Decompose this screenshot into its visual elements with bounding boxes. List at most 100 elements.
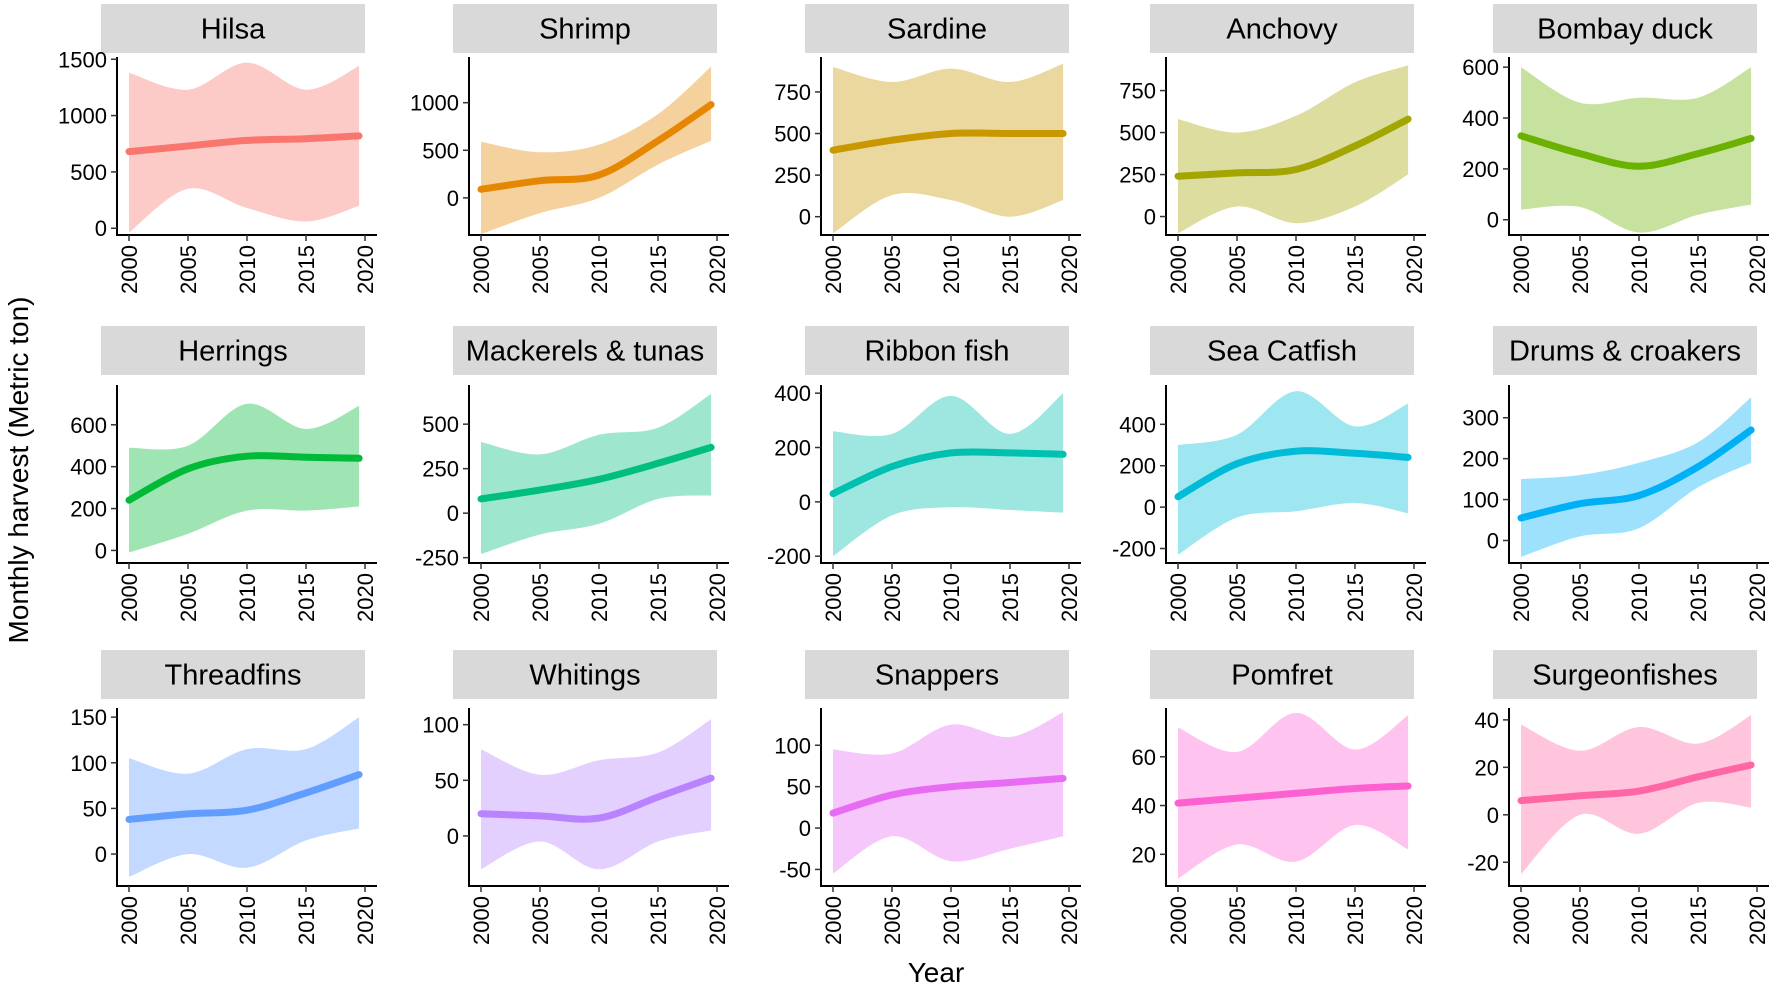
x-tick-label: 2000 [821, 245, 846, 294]
y-tick-label: 40 [1132, 794, 1156, 819]
facet-strip [453, 326, 717, 375]
facet-strip [1150, 650, 1414, 699]
panel-drums-croakers: Drums & croakers 0 100 200 300 2000 2005 2010 20… [1462, 326, 1770, 622]
facet-strip [805, 650, 1069, 699]
y-tick-label: 20 [1132, 842, 1156, 867]
facet-strip [101, 4, 365, 53]
y-tick-label: 200 [774, 436, 811, 461]
x-tick-label: 2020 [1057, 896, 1082, 945]
confidence-band [1178, 391, 1409, 555]
y-tick-label: 750 [1119, 79, 1156, 104]
trend-line [829, 129, 1067, 154]
y-tick-label: 600 [70, 413, 107, 438]
y-tick-label: 20 [1475, 755, 1499, 780]
panel-sea-catfish: Sea Catfish -200 0 200 400 2000 2005 2010 2015 20… [1112, 326, 1427, 622]
trend-line [477, 443, 715, 503]
x-tick-label: 2010 [1284, 896, 1309, 945]
facet-title: Sea Catfish [1207, 336, 1357, 368]
facet-title: Herrings [178, 336, 288, 368]
x-tick-label: 2000 [1166, 573, 1191, 622]
facet-title: Threadfins [164, 660, 301, 692]
confidence-band [833, 63, 1064, 234]
x-tick-label: 2000 [1509, 573, 1534, 622]
y-tick-label: 0 [1487, 208, 1499, 233]
y-tick-label: -20 [1467, 850, 1499, 875]
x-tick-label: 2010 [1627, 245, 1652, 294]
x-tick-label: 2010 [1627, 573, 1652, 622]
x-tick-label: 2005 [1568, 573, 1593, 622]
y-tick-label: -200 [1112, 537, 1156, 562]
confidence-band [1178, 65, 1409, 234]
x-tick-label: 2015 [1343, 896, 1368, 945]
facet-strip [805, 4, 1069, 53]
panel-mackerels-tunas: Mackerels & tunas -250 0 250 500 2000 2005 2010… [415, 326, 730, 622]
x-tick-label: 2015 [646, 245, 671, 294]
y-tick-label: 0 [1487, 528, 1499, 553]
facet-title: Anchovy [1226, 14, 1338, 46]
facet-title: Mackerels & tunas [466, 336, 705, 368]
panel-herrings: Herrings 0 200 400 600 2000 2005 2010 2015 2020 [70, 326, 378, 622]
facet-strip [453, 4, 717, 53]
trend-line [1174, 115, 1412, 180]
trend-line [477, 774, 715, 823]
facet-title: Sardine [887, 14, 987, 46]
x-axis-title: Year [908, 957, 965, 988]
y-axis-title: Monthly harvest (Metric ton) [3, 297, 34, 644]
confidence-band [129, 403, 360, 553]
x-tick-label: 2000 [117, 573, 142, 622]
y-tick-label: 0 [1144, 495, 1156, 520]
x-tick-label: 2005 [880, 896, 905, 945]
x-tick-label: 2020 [1402, 896, 1427, 945]
x-tick-label: 2000 [117, 896, 142, 945]
y-tick-label: 0 [1144, 205, 1156, 230]
x-tick-label: 2005 [880, 573, 905, 622]
y-tick-label: 0 [95, 842, 107, 867]
y-tick-label: 200 [1462, 447, 1499, 472]
x-tick-label: 2000 [1509, 896, 1534, 945]
y-tick-label: 200 [1462, 157, 1499, 182]
facet-strip [1493, 650, 1757, 699]
y-tick-label: 400 [1462, 106, 1499, 131]
x-tick-label: 2005 [1225, 573, 1250, 622]
y-tick-label: 500 [70, 160, 107, 185]
y-tick-label: 100 [1462, 488, 1499, 513]
y-tick-label: 50 [435, 768, 459, 793]
facet-title: Drums & croakers [1509, 336, 1741, 368]
y-tick-label: 0 [95, 216, 107, 241]
x-tick-label: 2010 [587, 245, 612, 294]
x-tick-label: 2015 [294, 896, 319, 945]
x-tick-label: 2020 [1745, 896, 1770, 945]
facet-strip [1493, 326, 1757, 375]
y-tick-label: 0 [447, 501, 459, 526]
y-tick-label: 0 [447, 824, 459, 849]
x-tick-label: 2010 [1284, 573, 1309, 622]
y-tick-label: 50 [787, 775, 811, 800]
y-tick-label: -200 [767, 544, 811, 569]
x-tick-label: 2020 [1745, 245, 1770, 294]
x-tick-label: 2020 [353, 573, 378, 622]
confidence-band [1521, 67, 1752, 233]
trend-line [1517, 761, 1755, 805]
confidence-band [481, 719, 712, 870]
x-tick-label: 2020 [1402, 573, 1427, 622]
y-tick-label: 750 [774, 80, 811, 105]
y-tick-label: 60 [1132, 745, 1156, 770]
panel-pomfret: Pomfret 20 40 60 2000 2005 2010 2015 2020 [1132, 650, 1427, 945]
x-tick-label: 2005 [1568, 245, 1593, 294]
x-tick-label: 2015 [1343, 573, 1368, 622]
confidence-band [833, 393, 1064, 557]
y-tick-label: 0 [447, 186, 459, 211]
x-tick-label: 2015 [1686, 245, 1711, 294]
y-tick-label: -250 [415, 546, 459, 571]
x-tick-label: 2005 [528, 573, 553, 622]
y-tick-label: 100 [70, 751, 107, 776]
facet-strip [1493, 4, 1757, 53]
y-tick-label: 200 [70, 497, 107, 522]
facet-strip [1150, 326, 1414, 375]
x-tick-label: 2010 [235, 896, 260, 945]
y-tick-label: 1000 [58, 104, 107, 129]
y-tick-label: 250 [422, 457, 459, 482]
x-tick-label: 2005 [528, 245, 553, 294]
x-tick-label: 2015 [646, 896, 671, 945]
